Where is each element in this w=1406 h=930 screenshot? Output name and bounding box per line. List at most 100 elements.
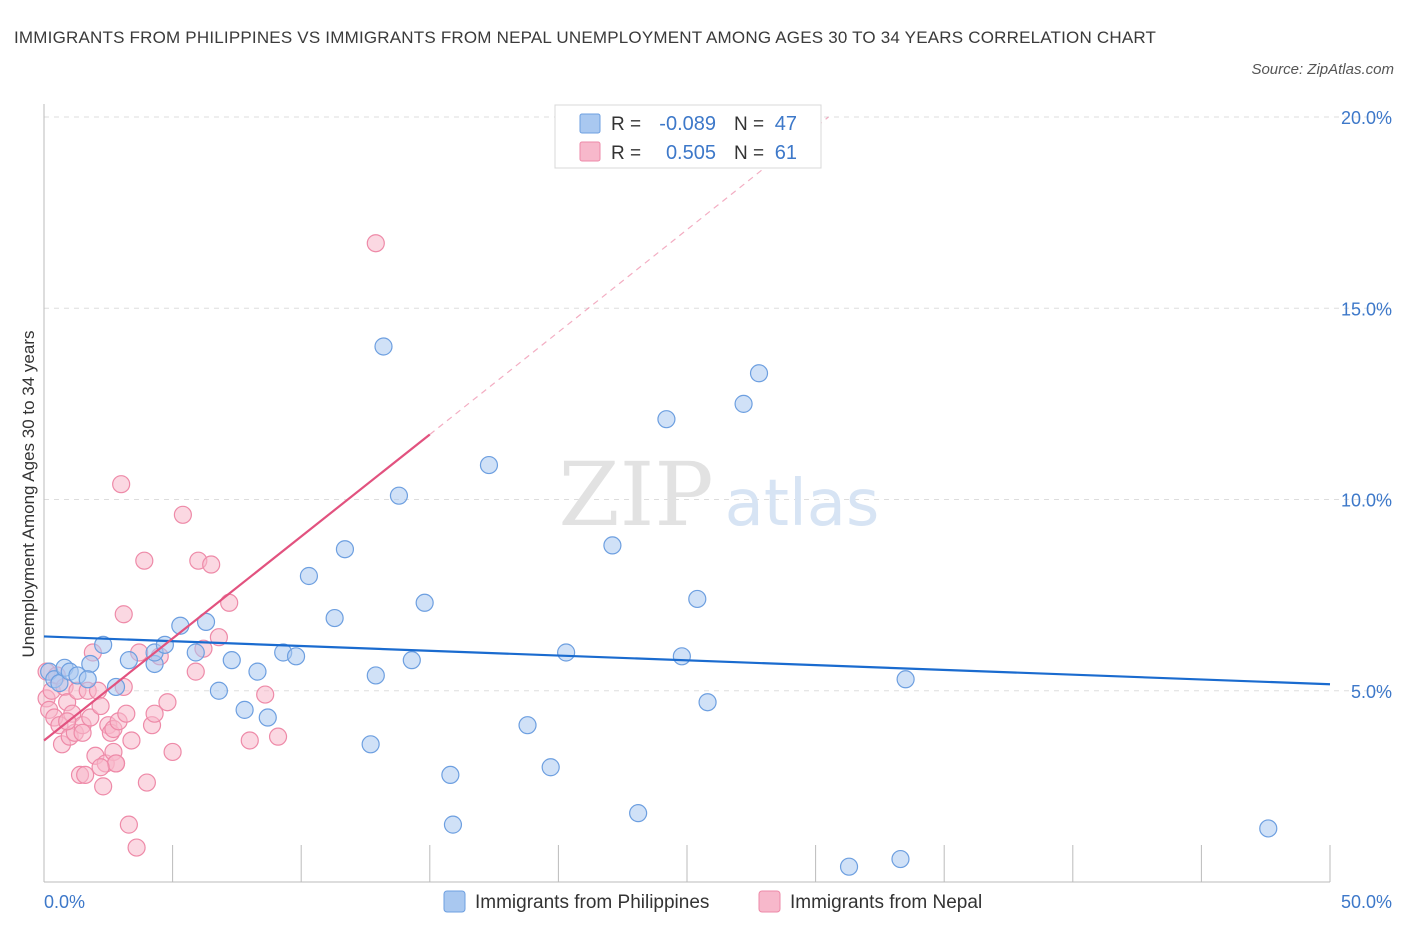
data-point-philippines [1259,819,1278,838]
legend-r-label-nepal: R = [611,143,641,164]
data-point-philippines [443,815,463,834]
data-point-nepal [106,754,126,773]
legend-swatch-philippines [579,113,601,134]
trend-line-nepal-extended [429,116,829,435]
correlation-legend: R = -0.089 N = 47 R = 0.505 N = 61 [554,104,822,169]
data-point-nepal [91,758,110,777]
data-point-philippines [734,394,753,413]
data-point-philippines [441,765,460,785]
data-point-nepal [209,628,228,647]
data-point-philippines [688,589,707,609]
legend-n-label-philippines: N = [734,114,764,135]
trend-lines [43,116,1331,742]
data-point-philippines [361,735,380,754]
data-point-nepal [220,593,239,612]
data-point-philippines [698,693,717,712]
data-point-nepal [173,505,192,524]
bottom-legend-swatch-nepal [758,890,781,913]
data-point-philippines [402,651,421,670]
data-point-philippines [258,708,277,727]
data-point-nepal [163,742,182,762]
data-point-nepal [94,777,113,796]
series-nepal-points [37,234,385,857]
data-point-philippines [557,643,576,662]
legend-n-value-philippines: 47 [775,113,797,135]
y-tick-label: 5.0% [1351,682,1392,702]
data-point-nepal [268,727,288,746]
watermark: ZIP atlas [558,443,879,546]
data-point-nepal [81,708,100,727]
data-point-nepal [76,765,95,785]
data-point-nepal [117,704,136,723]
legend-swatch-nepal [579,141,601,162]
data-point-nepal [240,731,259,750]
watermark-atlas: atlas [725,467,880,541]
data-point-philippines [81,654,100,674]
data-point-philippines [891,849,910,869]
legend-r-label-philippines: R = [611,114,641,135]
data-point-nepal [135,551,154,570]
chart-title: IMMIGRANTS FROM PHILIPPINES VS IMMIGRANT… [14,28,1157,47]
data-point-philippines [222,651,241,670]
y-tick-label: 10.0% [1341,491,1392,511]
data-point-philippines [209,681,228,700]
data-point-nepal [137,773,156,792]
data-point-philippines [186,643,205,662]
data-point-philippines [672,647,691,666]
x-ticks [172,845,1331,882]
x-tick-label-min: 0.0% [44,892,85,912]
data-point-nepal [202,555,221,574]
data-point-nepal [145,704,164,723]
data-point-philippines [374,337,393,356]
bottom-legend-swatch-philippines [443,890,466,913]
data-point-nepal [114,605,133,624]
data-point-nepal [112,475,131,494]
data-point-philippines [335,540,355,559]
series-philippines-points [40,337,1278,876]
data-point-philippines [541,758,560,777]
data-point-nepal [73,723,92,742]
data-point-philippines [415,593,434,612]
y-axis-label: Unemployment Among Ages 30 to 34 years [19,331,38,658]
data-point-philippines [248,662,267,681]
data-point-nepal [186,662,205,681]
data-point-philippines [749,364,769,383]
data-point-philippines [518,716,537,735]
data-point-philippines [106,677,126,697]
x-tick-labels: 0.0% 50.0% [44,892,1392,912]
legend-n-label-nepal: N = [734,143,764,164]
data-point-nepal [366,234,385,253]
data-point-nepal [91,696,110,716]
data-point-philippines [839,857,859,876]
y-tick-labels: 5.0% 10.0% 15.0% 20.0% [1341,108,1392,702]
data-point-philippines [299,566,319,586]
legend-r-value-philippines: -0.089 [659,113,716,135]
data-point-philippines [119,651,138,670]
data-point-philippines [94,635,113,654]
data-point-nepal [256,685,275,704]
data-point-nepal [119,815,138,834]
data-point-philippines [389,486,409,505]
bottom-legend-label-nepal: Immigrants from Nepal [790,892,982,913]
watermark-zip: ZIP [558,443,713,546]
data-point-philippines [78,670,97,689]
data-point-nepal [127,838,146,857]
x-tick-label-max: 50.0% [1341,892,1392,912]
y-tick-label: 20.0% [1341,108,1392,128]
legend-n-value-nepal: 61 [775,142,797,164]
data-point-philippines [896,670,915,689]
y-tick-label: 15.0% [1341,299,1392,319]
data-point-philippines [325,608,344,628]
trend-line-philippines [43,635,1331,686]
data-point-philippines [235,700,254,719]
data-point-philippines [366,666,385,685]
data-point-nepal [122,731,141,750]
bottom-legend-label-philippines: Immigrants from Philippines [475,892,709,913]
legend-r-value-nepal: 0.505 [666,142,716,164]
data-point-philippines [603,536,622,555]
data-point-philippines [629,804,648,823]
data-point-philippines [479,455,499,475]
data-point-philippines [657,410,676,429]
gridlines [44,116,1392,692]
